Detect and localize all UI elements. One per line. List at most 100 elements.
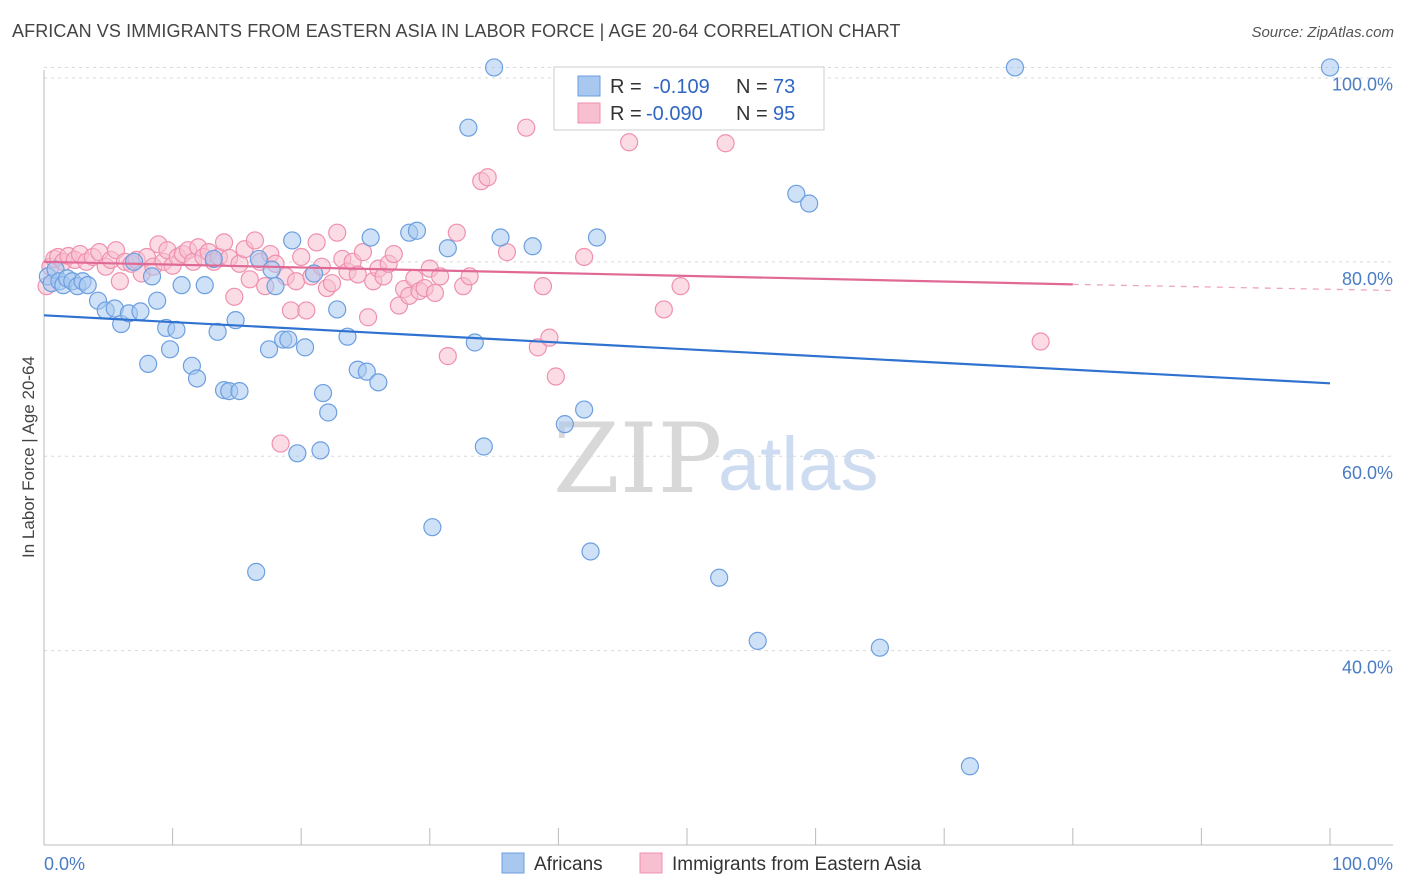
point-asia-34 bbox=[214, 233, 234, 252]
point-asia-94 bbox=[1031, 332, 1050, 351]
point-africans-18 bbox=[142, 267, 162, 286]
point-asia-88 bbox=[546, 367, 565, 386]
point-asia-82 bbox=[478, 168, 497, 187]
y-tick-labels: 40.0% 60.0% 80.0% 100.0% bbox=[1332, 74, 1393, 677]
point-africans-54 bbox=[407, 221, 427, 240]
point-africans-72 bbox=[960, 757, 980, 776]
point-asia-36 bbox=[225, 287, 244, 306]
point-africans-62 bbox=[523, 237, 542, 256]
point-africans-67 bbox=[710, 568, 729, 587]
point-asia-14 bbox=[110, 272, 129, 291]
point-africans-15 bbox=[124, 252, 144, 271]
legend-item-africans: Africans bbox=[534, 854, 603, 875]
point-africans-25 bbox=[187, 369, 207, 388]
legend-n-africans: 73 bbox=[773, 76, 795, 98]
y-tick-label-60: 60.0% bbox=[1342, 463, 1393, 483]
x-tick-label-max: 100.0% bbox=[1332, 854, 1393, 874]
chart-title: AFRICAN VS IMMIGRANTS FROM EASTERN ASIA … bbox=[12, 21, 901, 41]
point-africans-39 bbox=[279, 330, 298, 349]
legend-swatch-asia bbox=[577, 102, 601, 124]
legend-swatch-africans bbox=[577, 75, 601, 97]
point-africans-61 bbox=[491, 228, 510, 247]
legend-n-asia: 95 bbox=[773, 103, 795, 125]
legend-r-label-asia: R = bbox=[610, 103, 642, 125]
point-africans-9 bbox=[78, 276, 97, 295]
legend-r-label-africans: R = bbox=[610, 76, 642, 98]
point-africans-52 bbox=[369, 373, 388, 392]
point-africans-58 bbox=[465, 333, 484, 352]
point-africans-43 bbox=[304, 264, 324, 283]
point-asia-93 bbox=[716, 134, 735, 153]
point-africans-46 bbox=[319, 403, 338, 422]
point-asia-47 bbox=[281, 301, 301, 320]
legend-n-label-africans: N = bbox=[736, 76, 768, 98]
trend-line-asia-extension bbox=[1072, 283, 1394, 292]
point-asia-39 bbox=[240, 270, 259, 289]
point-asia-55 bbox=[322, 274, 342, 293]
watermark: ZIP atlas bbox=[553, 403, 879, 515]
point-asia-78 bbox=[447, 223, 466, 242]
point-africans-60 bbox=[485, 58, 504, 77]
point-africans-47 bbox=[328, 300, 347, 319]
point-africans-41 bbox=[288, 444, 307, 463]
point-africans-51 bbox=[361, 228, 380, 247]
point-africans-36 bbox=[262, 260, 281, 279]
stats-legend: R = -0.109 N = 73 R = -0.090 N = 95 bbox=[553, 66, 825, 131]
point-africans-73 bbox=[1005, 58, 1025, 77]
point-africans-32 bbox=[230, 381, 249, 401]
point-africans-26 bbox=[195, 276, 214, 295]
point-asia-85 bbox=[528, 338, 547, 357]
point-africans-50 bbox=[357, 362, 376, 381]
point-asia-49 bbox=[292, 247, 311, 267]
legend-n-label-asia: N = bbox=[736, 103, 768, 125]
point-asia-75 bbox=[425, 283, 445, 303]
legend-item-asia: Immigrants from Eastern Asia bbox=[672, 854, 922, 875]
point-africans-27 bbox=[204, 249, 223, 269]
point-africans-40 bbox=[283, 231, 302, 250]
point-africans-28 bbox=[208, 322, 227, 341]
gridlines bbox=[44, 66, 1393, 652]
legend-r-africans: -0.109 bbox=[653, 76, 710, 98]
series-africans-points bbox=[38, 58, 1340, 776]
point-asia-89 bbox=[575, 247, 594, 267]
point-asia-40 bbox=[245, 231, 265, 250]
y-tick-label-40: 40.0% bbox=[1342, 658, 1393, 678]
trend-line-asia bbox=[43, 260, 1073, 286]
point-africans-66 bbox=[587, 228, 607, 247]
x-tick-label-min: 0.0% bbox=[44, 854, 85, 874]
y-tick-label-100: 100.0% bbox=[1332, 74, 1393, 94]
point-asia-60 bbox=[348, 265, 367, 284]
point-asia-50 bbox=[297, 301, 316, 320]
point-africans-63 bbox=[555, 415, 574, 434]
point-africans-37 bbox=[266, 277, 285, 296]
point-africans-23 bbox=[172, 276, 191, 295]
point-africans-65 bbox=[581, 542, 600, 561]
point-africans-19 bbox=[148, 291, 167, 310]
watermark-atlas: atlas bbox=[718, 422, 879, 507]
point-asia-90 bbox=[620, 133, 639, 152]
legend-r-asia: -0.090 bbox=[646, 103, 703, 125]
trend-line-africans bbox=[43, 314, 1331, 385]
trend-lines bbox=[43, 260, 1394, 385]
point-asia-52 bbox=[307, 233, 326, 252]
point-africans-45 bbox=[313, 383, 333, 403]
point-africans-33 bbox=[247, 562, 266, 581]
point-asia-45 bbox=[271, 434, 290, 453]
point-africans-55 bbox=[423, 518, 442, 537]
point-africans-64 bbox=[575, 400, 594, 419]
legend-item-africans-swatch bbox=[501, 852, 525, 874]
series-legend: Africans Immigrants from Eastern Asia bbox=[501, 852, 922, 875]
point-africans-74 bbox=[1320, 58, 1340, 77]
point-asia-91 bbox=[654, 300, 673, 319]
point-africans-70 bbox=[800, 194, 819, 213]
x-axis-ticks bbox=[172, 828, 1331, 845]
point-africans-71 bbox=[870, 638, 890, 657]
point-africans-56 bbox=[438, 239, 457, 258]
point-africans-57 bbox=[459, 118, 478, 137]
point-africans-16 bbox=[131, 302, 150, 321]
point-africans-68 bbox=[748, 631, 767, 650]
point-asia-92 bbox=[671, 277, 690, 296]
point-africans-21 bbox=[160, 340, 180, 359]
point-asia-77 bbox=[438, 347, 457, 366]
